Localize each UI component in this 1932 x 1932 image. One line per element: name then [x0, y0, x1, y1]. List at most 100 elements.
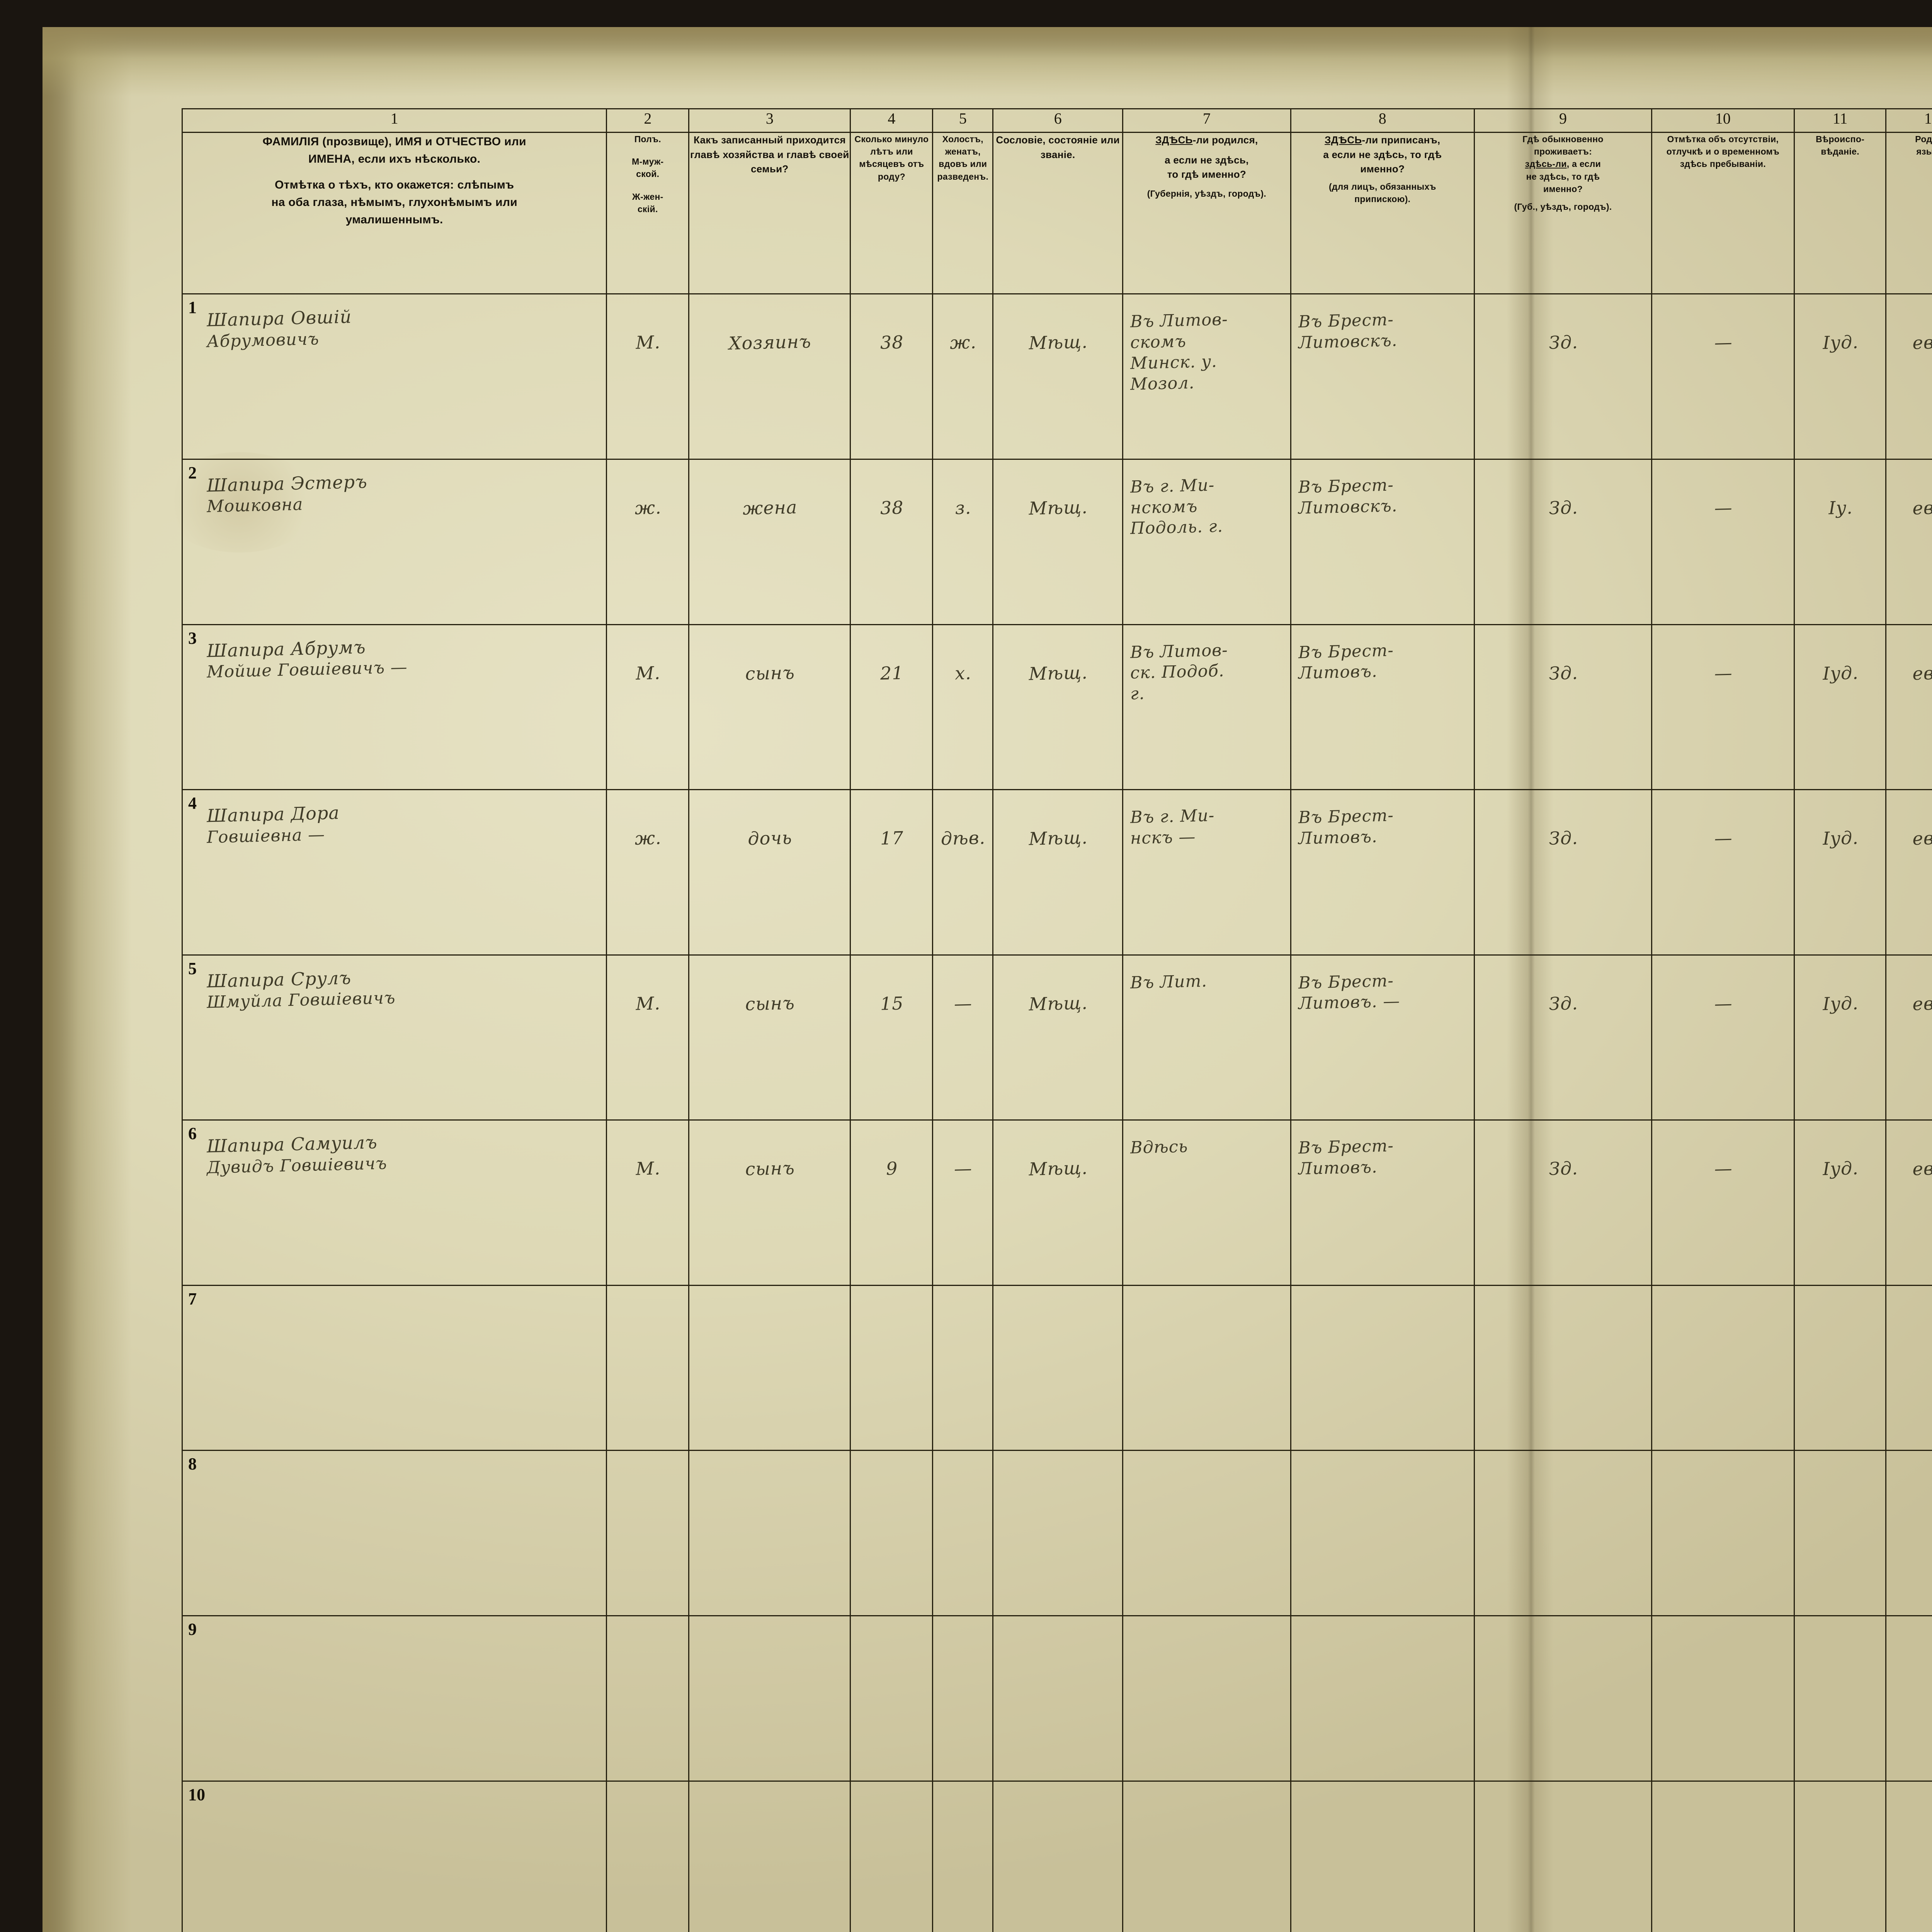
cell-sex[interactable]: [606, 1284, 690, 1451]
cell-absence-note[interactable]: [1651, 1780, 1795, 1932]
cell-residence[interactable]: Зд.: [1473, 624, 1652, 791]
cell-age[interactable]: 15: [850, 954, 934, 1121]
cell-residence[interactable]: Зд.: [1473, 458, 1652, 625]
cell-name[interactable]: 4 Шапира Дора Говшiевна —: [181, 789, 607, 956]
cell-marital-status[interactable]: ж.: [932, 293, 994, 460]
cell-religion[interactable]: Іуд.: [1793, 293, 1887, 460]
cell-birthplace[interactable]: [1122, 1615, 1291, 1782]
cell-absence-note[interactable]: [1651, 1615, 1795, 1782]
cell-estate[interactable]: [992, 1615, 1124, 1782]
cell-religion[interactable]: [1793, 1615, 1887, 1782]
cell-birthplace[interactable]: Въ г. Ми-нскомъ Подоль. г.: [1122, 458, 1291, 625]
cell-birthplace[interactable]: Въ г. Ми-нскъ —: [1122, 789, 1291, 956]
cell-estate[interactable]: Мѣщ.: [992, 293, 1124, 460]
cell-relation[interactable]: [688, 1780, 851, 1932]
cell-birthplace[interactable]: Въ Литов-скомъ Минск. у. Мозол.: [1122, 293, 1291, 460]
cell-sex[interactable]: [606, 1450, 690, 1617]
cell-sex[interactable]: М.: [606, 624, 690, 791]
cell-marital-status[interactable]: [932, 1284, 994, 1451]
cell-native-language[interactable]: [1885, 1780, 1932, 1932]
cell-absence-note[interactable]: [1651, 1450, 1795, 1617]
cell-estate[interactable]: [992, 1284, 1124, 1451]
cell-native-language[interactable]: евр.: [1885, 624, 1932, 791]
cell-religion[interactable]: Іуд.: [1793, 789, 1887, 956]
cell-name[interactable]: 3 Шапира Абрумъ Мойше Говшiевичъ —: [181, 624, 607, 791]
cell-birthplace[interactable]: [1122, 1780, 1291, 1932]
cell-age[interactable]: 38: [850, 293, 934, 460]
cell-birthplace[interactable]: [1122, 1284, 1291, 1451]
cell-marital-status[interactable]: [932, 1615, 994, 1782]
cell-residence[interactable]: Зд.: [1473, 789, 1652, 956]
cell-religion[interactable]: Іуд.: [1793, 954, 1887, 1121]
cell-estate[interactable]: Мѣщ.: [992, 458, 1124, 625]
cell-relation[interactable]: сынъ: [688, 1119, 851, 1286]
cell-native-language[interactable]: евр.: [1885, 1119, 1932, 1286]
cell-relation[interactable]: сынъ: [688, 624, 851, 791]
cell-birthplace[interactable]: Вдѣсь: [1122, 1119, 1291, 1286]
cell-religion[interactable]: [1793, 1450, 1887, 1617]
cell-native-language[interactable]: евр.: [1885, 458, 1932, 625]
cell-relation[interactable]: [688, 1450, 851, 1617]
cell-religion[interactable]: Іуд.: [1793, 624, 1887, 791]
cell-registered-place[interactable]: Въ Брест- Литовъ.: [1290, 1119, 1475, 1286]
cell-age[interactable]: [850, 1780, 934, 1932]
cell-marital-status[interactable]: —: [932, 1119, 994, 1286]
cell-registered-place[interactable]: Въ Брест- Литовъ.: [1290, 789, 1475, 956]
cell-name[interactable]: 2 Шапира Эстеръ Мошковна: [181, 458, 607, 625]
cell-age[interactable]: 17: [850, 789, 934, 956]
cell-age[interactable]: [850, 1450, 934, 1617]
cell-religion[interactable]: [1793, 1780, 1887, 1932]
cell-marital-status[interactable]: дѣв.: [932, 789, 994, 956]
cell-name[interactable]: 9: [181, 1615, 607, 1782]
cell-registered-place[interactable]: [1290, 1780, 1475, 1932]
cell-native-language[interactable]: евр.: [1885, 293, 1932, 460]
cell-residence[interactable]: [1473, 1780, 1652, 1932]
cell-religion[interactable]: [1793, 1284, 1887, 1451]
cell-birthplace[interactable]: [1122, 1450, 1291, 1617]
cell-estate[interactable]: [992, 1780, 1124, 1932]
cell-age[interactable]: [850, 1284, 934, 1451]
cell-estate[interactable]: Мѣщ.: [992, 789, 1124, 956]
cell-native-language[interactable]: евр.: [1885, 789, 1932, 956]
cell-estate[interactable]: [992, 1450, 1124, 1617]
cell-registered-place[interactable]: Въ Брест- Литовскъ.: [1290, 293, 1475, 460]
cell-age[interactable]: 9: [850, 1119, 934, 1286]
cell-name[interactable]: 7: [181, 1284, 607, 1451]
cell-name[interactable]: 5 Шапира Срулъ Шмуйла Говшiевичъ: [181, 954, 607, 1121]
cell-registered-place[interactable]: [1290, 1284, 1475, 1451]
cell-sex[interactable]: ж.: [606, 458, 690, 625]
cell-absence-note[interactable]: —: [1651, 789, 1795, 956]
cell-native-language[interactable]: [1885, 1450, 1932, 1617]
cell-sex[interactable]: М.: [606, 1119, 690, 1286]
cell-native-language[interactable]: евр.: [1885, 954, 1932, 1121]
cell-relation[interactable]: Хозяинъ: [688, 293, 851, 460]
cell-sex[interactable]: ж.: [606, 789, 690, 956]
cell-residence[interactable]: Зд.: [1473, 954, 1652, 1121]
cell-absence-note[interactable]: —: [1651, 624, 1795, 791]
cell-relation[interactable]: сынъ: [688, 954, 851, 1121]
cell-age[interactable]: [850, 1615, 934, 1782]
cell-birthplace[interactable]: Въ Лит.: [1122, 954, 1291, 1121]
cell-name[interactable]: 1 Шапира Овшiй Абрумовичъ: [181, 293, 607, 460]
cell-residence[interactable]: Зд.: [1473, 293, 1652, 460]
cell-birthplace[interactable]: Въ Литов-ск. Подоб. г.: [1122, 624, 1291, 791]
cell-absence-note[interactable]: —: [1651, 293, 1795, 460]
cell-absence-note[interactable]: —: [1651, 1119, 1795, 1286]
cell-name[interactable]: 8: [181, 1450, 607, 1617]
cell-absence-note[interactable]: [1651, 1284, 1795, 1451]
cell-absence-note[interactable]: —: [1651, 458, 1795, 625]
cell-marital-status[interactable]: з.: [932, 458, 994, 625]
cell-marital-status[interactable]: —: [932, 954, 994, 1121]
cell-registered-place[interactable]: Въ Брест- Литовъ.: [1290, 624, 1475, 791]
cell-religion[interactable]: Іу.: [1793, 458, 1887, 625]
cell-relation[interactable]: дочь: [688, 789, 851, 956]
cell-relation[interactable]: [688, 1615, 851, 1782]
cell-sex[interactable]: М.: [606, 954, 690, 1121]
cell-name[interactable]: 6 Шапира Самуилъ Дувидъ Говшiевичъ: [181, 1119, 607, 1286]
cell-native-language[interactable]: [1885, 1615, 1932, 1782]
cell-age[interactable]: 38: [850, 458, 934, 625]
cell-marital-status[interactable]: [932, 1450, 994, 1617]
cell-residence[interactable]: [1473, 1450, 1652, 1617]
cell-relation[interactable]: [688, 1284, 851, 1451]
cell-sex[interactable]: М.: [606, 293, 690, 460]
